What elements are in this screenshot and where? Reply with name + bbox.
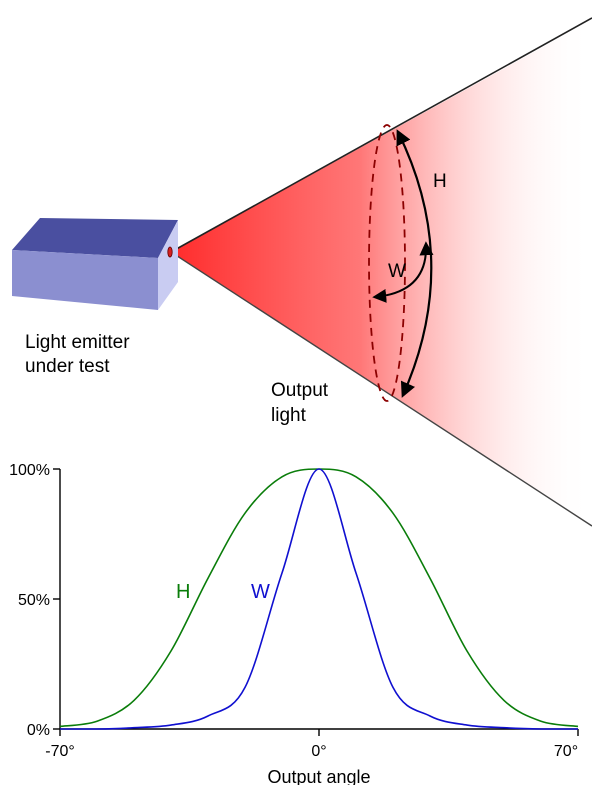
series-layer xyxy=(59,468,579,730)
y-ticks: 0% 50% 100% xyxy=(9,462,60,739)
box-front-face xyxy=(12,250,158,310)
arc-label-w: W xyxy=(388,261,406,282)
x-tick-label: 70° xyxy=(554,743,578,760)
x-ticks: -70° 0° 70° xyxy=(45,729,579,760)
beam-lower-edge xyxy=(170,251,592,527)
light-beam xyxy=(170,17,592,527)
x-tick-label: 0° xyxy=(311,743,326,760)
series-label-w: W xyxy=(251,581,270,603)
chart-x-axis-title: Output angle xyxy=(267,767,370,785)
x-tick-label: -70° xyxy=(45,743,75,760)
output-label-line1: Output xyxy=(271,380,329,401)
series-line-w xyxy=(60,468,578,730)
series-label-h: H xyxy=(176,581,190,603)
emitter-label-line1: Light emitter xyxy=(25,332,130,353)
output-label-line2: light xyxy=(271,405,307,426)
box-side-face xyxy=(158,220,178,310)
emitter-aperture xyxy=(167,246,173,258)
y-tick-label: 0% xyxy=(27,722,50,739)
series-line-h xyxy=(59,468,579,728)
w-angle-arrow xyxy=(372,241,434,303)
light-emitter-box xyxy=(12,218,178,310)
arc-label-h: H xyxy=(433,171,447,192)
emitter-label-line2: under test xyxy=(25,356,110,377)
y-tick-label: 100% xyxy=(9,462,50,479)
y-tick-label: 50% xyxy=(18,592,50,609)
beam-cone xyxy=(171,20,592,525)
beam-upper-edge xyxy=(170,17,592,253)
intensity-chart: 0% 50% 100% -70° 0° 70° Output angle H W xyxy=(9,462,579,785)
box-top-face xyxy=(12,218,178,258)
